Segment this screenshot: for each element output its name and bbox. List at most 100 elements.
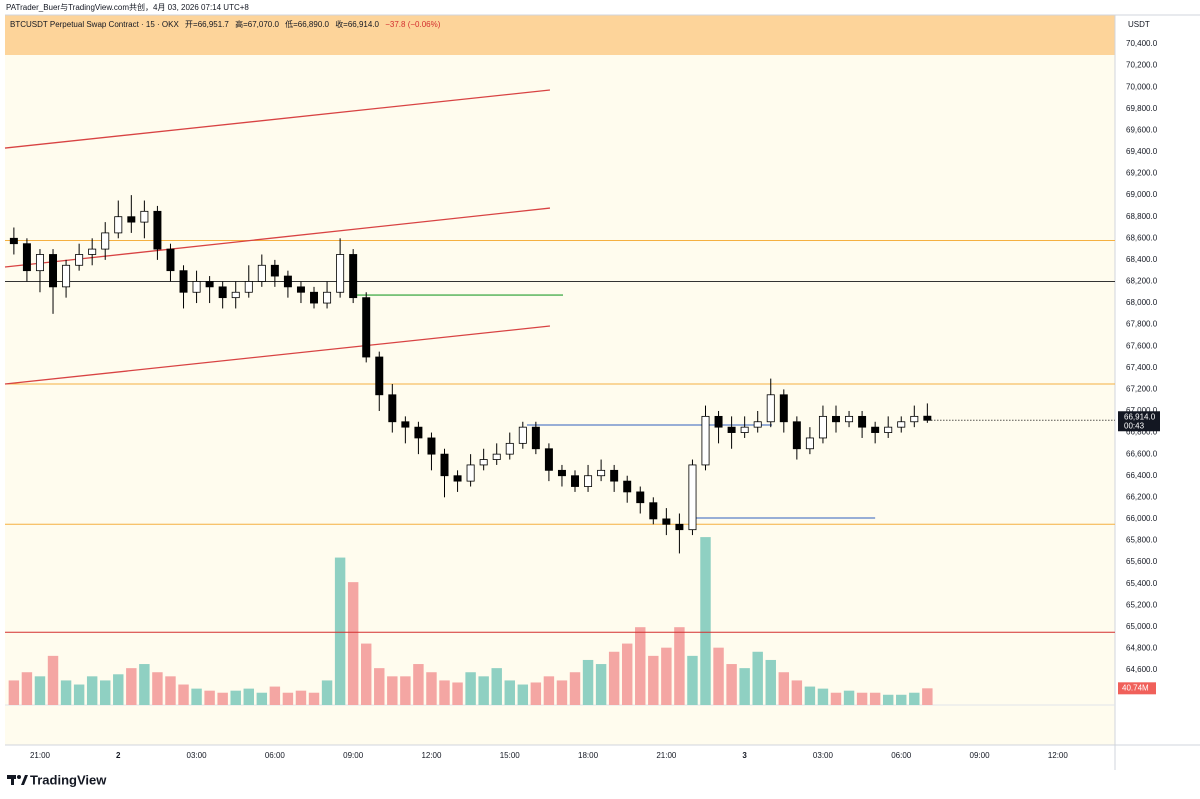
candle-body: [714, 415, 723, 428]
volume-bar: [8, 680, 20, 705]
candle-body: [557, 469, 566, 477]
candle-body: [597, 469, 606, 477]
candle-body: [440, 453, 449, 477]
y-tick-label: 66,600.0: [1126, 449, 1158, 458]
volume-bar: [73, 684, 85, 705]
x-tick-label: 06:00: [265, 751, 286, 760]
volume-tag-box: [1118, 682, 1156, 695]
candle-body: [688, 464, 697, 531]
volume-bar: [478, 676, 489, 705]
volume-bar: [347, 582, 359, 705]
y-tick-label: 64,600.0: [1126, 665, 1158, 674]
candle-body: [923, 415, 932, 421]
volume-bar: [113, 674, 124, 705]
volume-bar: [674, 627, 685, 705]
legend-open: 开=66,951.7: [185, 20, 229, 29]
candle-body: [323, 291, 332, 304]
price-countdown: 00:43: [1124, 421, 1145, 430]
candle-body: [205, 281, 214, 288]
candle-body: [283, 275, 292, 288]
volume-bar: [739, 668, 750, 705]
trend-line: [4, 325, 551, 385]
x-tick-label: 3: [742, 751, 747, 760]
brand: TradingView: [30, 772, 107, 787]
legend-band: [5, 15, 1115, 55]
candle-body: [140, 210, 149, 223]
volume-bar: [165, 676, 176, 705]
trend-line: [4, 207, 551, 268]
volume-bar: [909, 692, 920, 705]
volume-bar: [204, 690, 215, 705]
volume-bar: [439, 680, 450, 705]
legend-close: 收=66,914.0: [335, 19, 379, 29]
volume-bar: [530, 682, 542, 705]
volume-bar: [243, 688, 254, 705]
brand-logo: [7, 775, 28, 785]
volume-bar: [374, 668, 385, 705]
volume-bar: [635, 627, 646, 705]
volume-bar: [517, 684, 529, 705]
volume-bar: [34, 676, 46, 705]
y-tick-label: 68,800.0: [1126, 212, 1158, 221]
y-tick-label: 68,400.0: [1126, 255, 1158, 264]
volume-bar: [700, 537, 711, 705]
volume-bar: [256, 692, 268, 705]
candle-body: [701, 415, 710, 466]
x-tick-label: 21:00: [656, 751, 677, 760]
candle-body: [270, 264, 279, 277]
candle-body: [636, 491, 645, 504]
x-tick-label: 09:00: [970, 751, 991, 760]
y-tick-label: 67,800.0: [1126, 320, 1158, 329]
trend-line: [4, 89, 551, 149]
candle-body: [362, 297, 371, 358]
volume-bar: [661, 647, 672, 705]
x-tick-label: 03:00: [813, 751, 834, 760]
candle-body: [9, 237, 18, 245]
volume-bar: [295, 690, 307, 705]
volume-bar: [217, 692, 228, 705]
x-tick-label: 21:00: [30, 751, 51, 760]
candle-body: [610, 469, 619, 482]
volume-bar: [582, 659, 594, 705]
candle-body: [792, 421, 801, 450]
candle-body: [179, 270, 188, 293]
candle-body: [858, 415, 867, 428]
candle-body: [88, 248, 97, 255]
y-tick-label: 64,800.0: [1126, 644, 1158, 653]
volume-bar: [752, 651, 763, 705]
volume-bar: [360, 643, 372, 705]
volume-bar: [334, 557, 346, 705]
candle-body: [897, 421, 906, 428]
y-tick-label: 68,200.0: [1126, 277, 1158, 286]
volume-bar: [60, 680, 72, 705]
candle-body: [336, 254, 345, 293]
candle-body: [871, 426, 880, 433]
candle-body: [218, 286, 227, 299]
candle-body: [166, 248, 175, 272]
x-tick-label: 06:00: [891, 751, 912, 760]
y-tick-label: 66,400.0: [1126, 471, 1158, 480]
price-tag-box: [1118, 411, 1160, 432]
candle-body: [296, 286, 305, 293]
candle-body: [649, 502, 658, 520]
volume-bar: [126, 668, 137, 705]
candle-body: [753, 421, 762, 428]
volume-bar: [504, 680, 515, 705]
y-tick-label: 66,800.0: [1126, 428, 1158, 437]
y-tick-label: 65,600.0: [1126, 557, 1158, 566]
volume-bar: [843, 690, 855, 705]
candle-body: [910, 415, 919, 423]
candle-body: [623, 480, 632, 493]
volume-bar: [282, 692, 294, 705]
candle-body: [257, 264, 266, 282]
header: PATrader_Buer与TradingView.com共创，4月 03, 2…: [6, 2, 249, 12]
y-tick-label: 67,400.0: [1126, 363, 1158, 372]
candle-body: [22, 243, 31, 272]
x-tick-label: 12:00: [421, 751, 442, 760]
candle-body: [818, 415, 827, 439]
volume-bar: [178, 684, 189, 705]
candle-body: [244, 281, 253, 293]
volume-bar: [387, 676, 398, 705]
candle-body: [414, 426, 423, 439]
volume-bar: [426, 672, 437, 705]
